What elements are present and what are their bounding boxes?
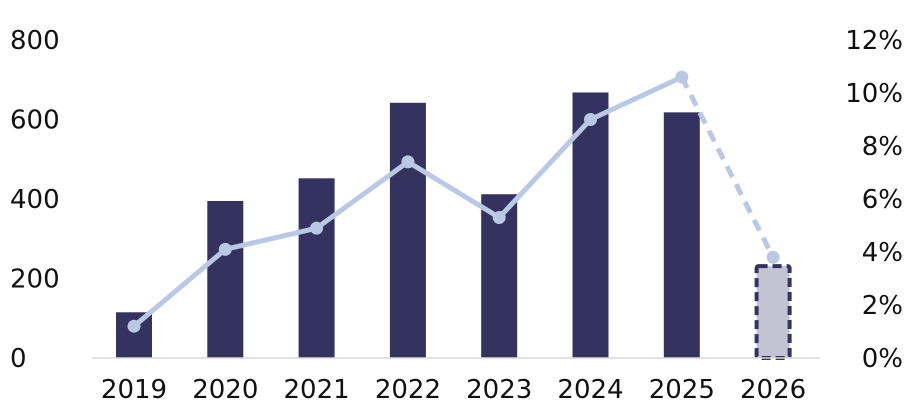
right-axis-tick-label: 12% <box>845 26 903 56</box>
right-axis-tick-label: 0% <box>862 344 903 374</box>
right-axis-tick-label: 4% <box>862 238 903 268</box>
x-axis-tick-label: 2024 <box>557 375 623 405</box>
right-axis-tick-label: 6% <box>862 185 903 215</box>
x-axis-tick-label: 2025 <box>649 375 715 405</box>
line-series-projected <box>679 75 776 259</box>
right-axis-tick-label: 2% <box>862 291 903 321</box>
bar-2024 <box>572 92 609 358</box>
x-axis-tick-label: 2023 <box>466 375 532 405</box>
line-point-2019 <box>127 319 141 333</box>
left-axis-tick-label: 400 <box>10 185 60 215</box>
line-point-2026 <box>766 250 780 264</box>
line-point-2020 <box>218 242 232 256</box>
right-axis-tick-label: 10% <box>845 79 903 109</box>
x-axis-tick-label: 2020 <box>192 375 258 405</box>
left-axis-tick-label: 800 <box>10 26 60 56</box>
line-point-2025 <box>675 70 689 84</box>
left-axis-tick-label: 0 <box>10 344 27 374</box>
bar-2020 <box>207 200 244 358</box>
line-point-2022 <box>401 155 415 169</box>
bar-2022 <box>389 102 426 359</box>
line-point-2023 <box>492 211 506 225</box>
bars-layer <box>116 92 792 360</box>
right-axis-tick-label: 8% <box>862 132 903 162</box>
bar-2025 <box>663 112 700 358</box>
left-axis: 0 200 400 600 800 <box>10 26 60 374</box>
line-point-2024 <box>584 113 597 126</box>
line-point-2021 <box>310 221 324 235</box>
x-axis-tick-label: 2022 <box>375 375 441 405</box>
line-layer <box>127 70 780 333</box>
right-axis: 0% 2% 4% 6% 8% 10% 12% <box>845 26 903 374</box>
x-axis-tick-label: 2021 <box>284 375 350 405</box>
left-axis-tick-label: 200 <box>10 265 60 295</box>
bar-2021 <box>298 178 335 358</box>
bar-2026-projected <box>754 264 792 360</box>
bar-2019 <box>116 312 152 358</box>
x-axis-tick-label: 2019 <box>101 375 167 405</box>
x-axis-tick-label: 2026 <box>740 375 806 405</box>
x-axis: 2019 2020 2021 2022 2023 2024 2025 2026 <box>101 375 806 405</box>
left-axis-tick-label: 600 <box>10 106 60 136</box>
